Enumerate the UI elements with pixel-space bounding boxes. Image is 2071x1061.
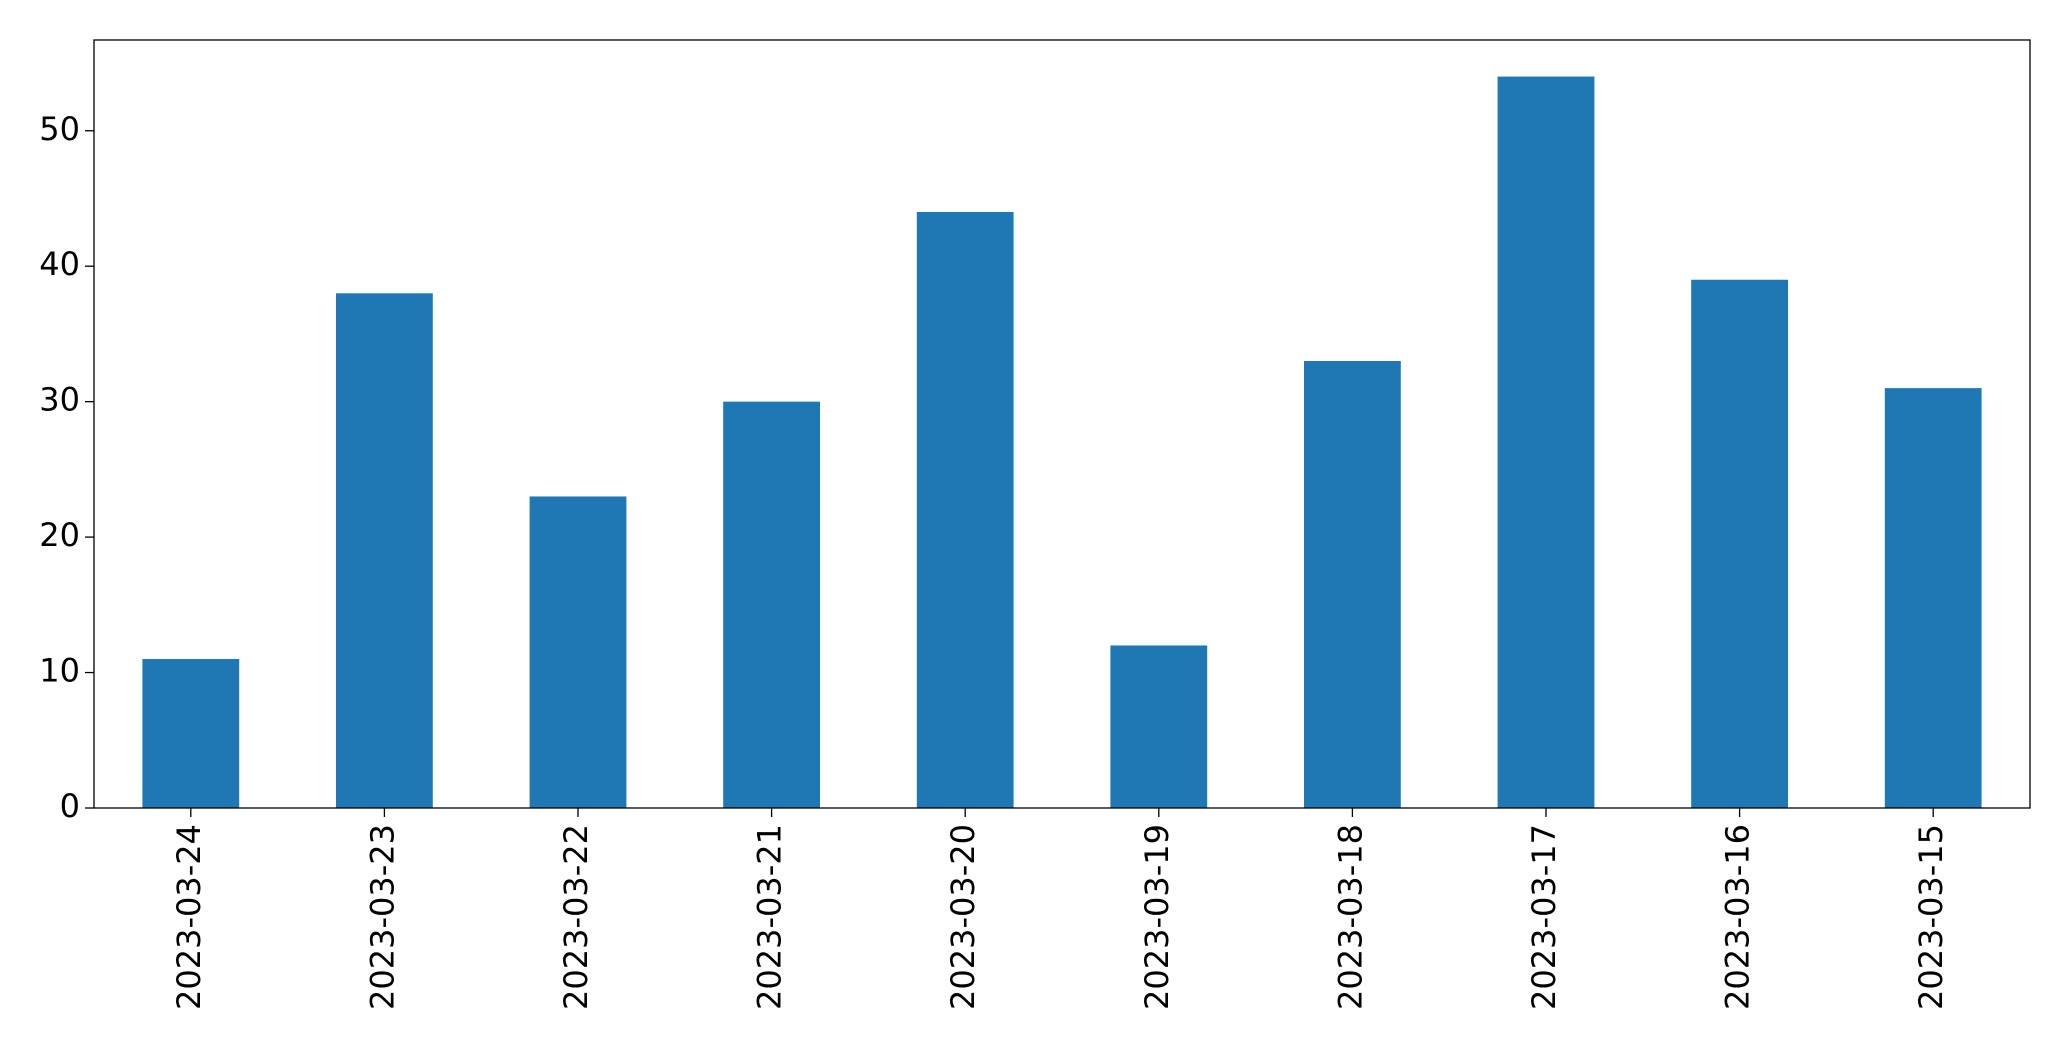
bar [1304, 361, 1401, 808]
y-tick-label: 50 [39, 110, 80, 148]
bar [1497, 76, 1595, 809]
y-tick-label: 0 [60, 787, 80, 825]
x-tick-label: 2023-03-15 [1912, 824, 1950, 1010]
bar [1884, 388, 1982, 808]
x-tick-label: 2023-03-21 [751, 824, 789, 1010]
x-tick-label: 2023-03-18 [1331, 824, 1369, 1010]
x-tick-label: 2023-03-22 [557, 824, 595, 1010]
bar [142, 659, 240, 808]
y-tick-label: 30 [39, 381, 80, 419]
plot-frame [93, 39, 2031, 809]
y-tick-label: 20 [39, 516, 80, 554]
y-tick-label: 10 [39, 652, 80, 690]
bar [1110, 645, 1208, 808]
x-tick-label: 2023-03-24 [170, 824, 208, 1010]
x-tick-label: 2023-03-23 [363, 824, 401, 1010]
bar [1691, 279, 1788, 808]
x-tick-label: 2023-03-16 [1719, 824, 1757, 1010]
bar [529, 496, 627, 808]
bar [723, 401, 820, 808]
x-tick-label: 2023-03-20 [944, 824, 982, 1010]
bar [336, 293, 433, 808]
y-tick-label: 40 [39, 245, 80, 283]
x-tick-label: 2023-03-19 [1138, 824, 1176, 1010]
bar [916, 212, 1014, 808]
x-tick-label: 2023-03-17 [1525, 824, 1563, 1010]
